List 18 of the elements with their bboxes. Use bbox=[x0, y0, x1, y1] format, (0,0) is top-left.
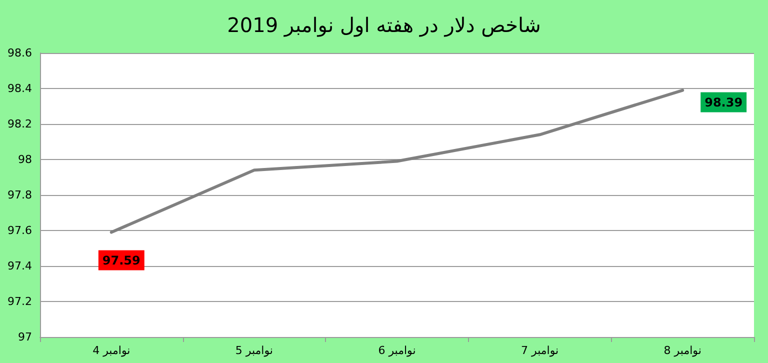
y-tick-label: 98.4 bbox=[8, 82, 32, 95]
y-tick-label: 97 bbox=[18, 330, 32, 344]
x-tick-label: 7 نوامبر bbox=[521, 344, 559, 357]
line-series bbox=[110, 88, 684, 234]
y-tick-label: 98 bbox=[18, 153, 32, 166]
y-tick-label: 97.6 bbox=[8, 224, 32, 237]
data-label: 97.59 bbox=[102, 253, 140, 268]
y-tick-label: 97.4 bbox=[8, 260, 32, 272]
y-tick-label: 98.6 bbox=[8, 46, 32, 60]
x-tick-label: 8 نوامبر bbox=[664, 344, 702, 357]
y-tick-label: 98.2 bbox=[8, 118, 32, 130]
y-tick-label: 97.2 bbox=[8, 295, 32, 308]
x-tick-label: 4 نوامبر bbox=[92, 344, 130, 357]
x-tick-label: 6 نوامبر bbox=[378, 344, 416, 357]
y-tick-label: 97.8 bbox=[8, 188, 32, 202]
chart-title: شاخص دلار در هفته اول نوامبر 2019 bbox=[227, 13, 541, 37]
x-tick-label: 5 نوامبر bbox=[235, 344, 273, 357]
data-label: 98.39 bbox=[704, 95, 743, 110]
